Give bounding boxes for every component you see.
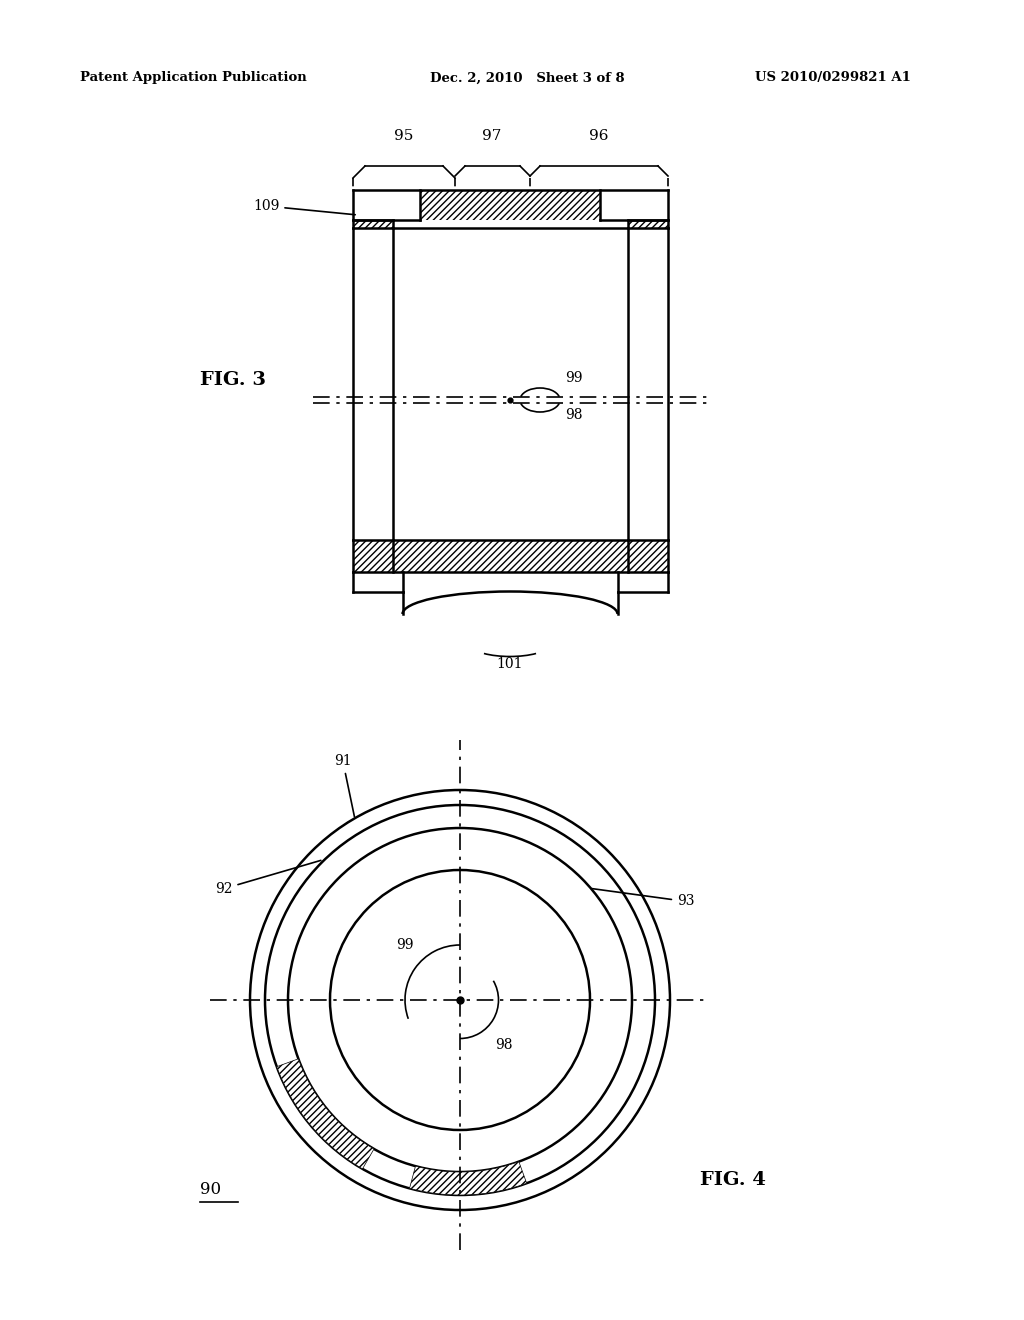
Bar xyxy=(628,220,668,228)
Bar xyxy=(353,220,393,228)
Bar xyxy=(353,540,668,572)
Text: 91: 91 xyxy=(334,754,354,817)
Polygon shape xyxy=(410,1162,526,1195)
Text: Patent Application Publication: Patent Application Publication xyxy=(80,71,307,84)
Text: 101: 101 xyxy=(497,657,523,671)
Text: 99: 99 xyxy=(565,371,583,385)
Text: Dec. 2, 2010   Sheet 3 of 8: Dec. 2, 2010 Sheet 3 of 8 xyxy=(430,71,625,84)
Text: 109: 109 xyxy=(253,199,355,215)
Text: 92: 92 xyxy=(215,861,321,896)
Text: US 2010/0299821 A1: US 2010/0299821 A1 xyxy=(755,71,911,84)
Text: 93: 93 xyxy=(592,888,694,908)
Text: 98: 98 xyxy=(565,408,583,422)
Text: FIG. 4: FIG. 4 xyxy=(700,1171,766,1189)
Text: 99: 99 xyxy=(396,939,414,952)
Text: 97: 97 xyxy=(482,129,502,143)
Text: 90: 90 xyxy=(200,1181,221,1199)
Text: 95: 95 xyxy=(394,129,414,143)
Text: FIG. 3: FIG. 3 xyxy=(200,371,266,389)
Bar xyxy=(420,190,600,220)
Polygon shape xyxy=(276,1059,374,1170)
Text: 98: 98 xyxy=(495,1038,512,1052)
Text: 96: 96 xyxy=(589,129,608,143)
